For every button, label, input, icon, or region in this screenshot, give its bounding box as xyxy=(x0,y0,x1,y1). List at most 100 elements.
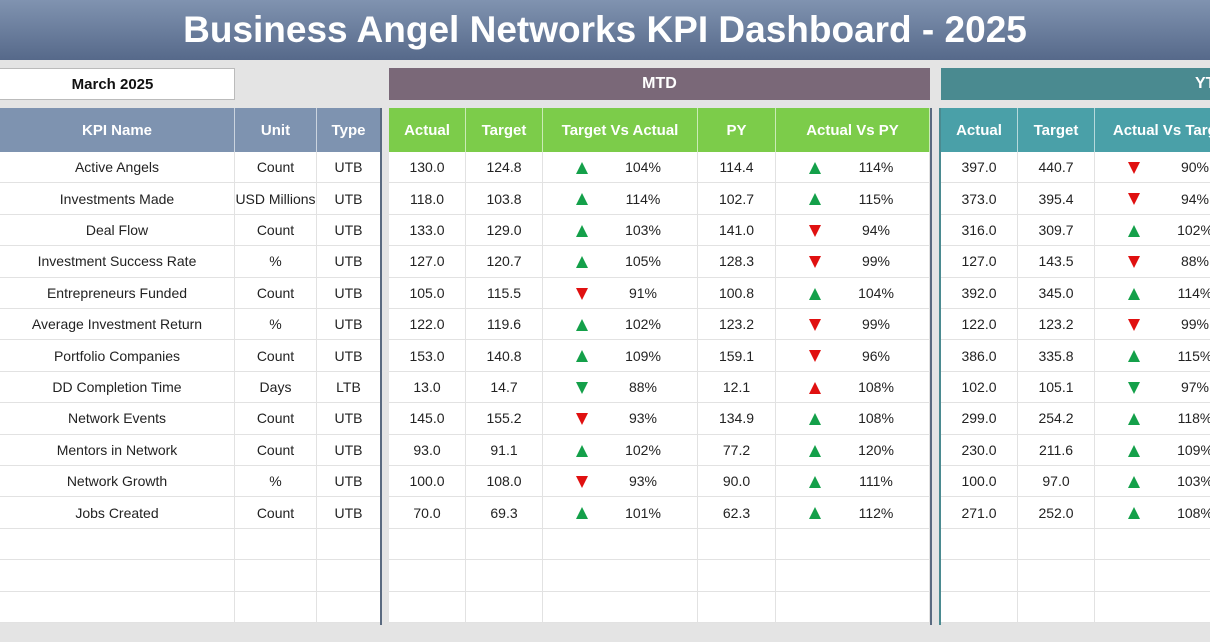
table-cell: UTB xyxy=(317,214,381,247)
empty-cell xyxy=(941,591,1018,623)
table-cell: 120.7 xyxy=(466,246,543,278)
percent-value: 109% xyxy=(1177,441,1210,458)
percent-value: 88% xyxy=(1180,253,1210,270)
table-cell: 386.0 xyxy=(941,340,1018,372)
table-cell: UTB xyxy=(317,246,381,278)
table-cell: UTB xyxy=(317,340,381,372)
table-cell: 254.2 xyxy=(1018,403,1095,435)
status-cell: 103% xyxy=(1095,466,1210,498)
arrow-shape xyxy=(809,444,821,457)
arrow-shape xyxy=(1128,193,1140,206)
percent-value: 104% xyxy=(858,284,894,301)
status-arrow xyxy=(809,476,821,488)
status-arrow xyxy=(576,162,588,174)
table-cell: 12.1 xyxy=(698,371,776,404)
arrow-shape xyxy=(576,381,588,394)
table-cell: 70.0 xyxy=(389,497,466,529)
empty-cell xyxy=(235,528,317,561)
empty-cell xyxy=(317,591,381,623)
arrow-shape xyxy=(1128,350,1140,363)
percent-value: 93% xyxy=(628,410,658,427)
table-cell: UTB xyxy=(317,497,381,529)
table-cell: 252.0 xyxy=(1018,497,1095,529)
percent-value: 109% xyxy=(625,347,661,364)
table-cell: Mentors in Network xyxy=(0,434,235,466)
arrow-shape xyxy=(576,162,588,174)
status-cell: 108% xyxy=(1095,497,1210,529)
table-cell: Deal Flow xyxy=(0,214,235,247)
arrow-shape xyxy=(809,350,821,363)
table-cell: 159.1 xyxy=(698,340,776,372)
period-selector[interactable]: March 2025 xyxy=(0,68,235,100)
status-arrow xyxy=(1128,162,1140,174)
section-border xyxy=(380,108,382,625)
arrow-shape xyxy=(1128,413,1140,426)
empty-cell xyxy=(0,591,235,623)
status-cell: 120% xyxy=(776,434,930,466)
empty-cell xyxy=(776,591,930,623)
arrow-shape xyxy=(576,350,588,363)
table-cell: 93.0 xyxy=(389,434,466,466)
empty-cell xyxy=(466,528,543,561)
section-border xyxy=(939,108,941,625)
status-arrow xyxy=(809,224,821,237)
table-cell: Entrepreneurs Funded xyxy=(0,277,235,309)
table-cell: 77.2 xyxy=(698,434,776,466)
ytd-header: YTD xyxy=(941,68,1210,100)
status-cell: 102% xyxy=(543,309,698,341)
empty-cell xyxy=(466,591,543,623)
status-arrow xyxy=(576,224,588,237)
table-cell: 141.0 xyxy=(698,214,776,247)
empty-cell xyxy=(698,528,776,561)
table-cell: UTB xyxy=(317,403,381,435)
arrow-shape xyxy=(576,413,588,426)
arrow-shape xyxy=(809,287,821,300)
status-cell: 105% xyxy=(543,246,698,278)
percent-value: 99% xyxy=(1180,316,1210,333)
table-cell: 397.0 xyxy=(941,152,1018,184)
status-cell: 114% xyxy=(543,183,698,215)
table-cell: 130.0 xyxy=(389,152,466,184)
status-cell: 91% xyxy=(543,277,698,309)
table-cell: 114.4 xyxy=(698,152,776,184)
table-cell: 103.8 xyxy=(466,183,543,215)
table-cell: UTB xyxy=(317,152,381,184)
table-cell: Investment Success Rate xyxy=(0,246,235,278)
table-cell: 115.5 xyxy=(466,277,543,309)
table-cell: Count xyxy=(235,214,317,247)
column-header: PY xyxy=(698,108,776,152)
empty-cell xyxy=(466,560,543,592)
table-cell: 395.4 xyxy=(1018,183,1095,215)
table-cell: Days xyxy=(235,371,317,404)
status-cell: 96% xyxy=(776,340,930,372)
status-arrow xyxy=(1128,224,1140,237)
column-header: KPI Name xyxy=(0,108,235,152)
status-arrow xyxy=(809,287,821,300)
table-cell: 335.8 xyxy=(1018,340,1095,372)
dashboard-title: Business Angel Networks KPI Dashboard - … xyxy=(0,0,1210,60)
table-cell: 90.0 xyxy=(698,466,776,498)
status-cell: 102% xyxy=(543,434,698,466)
percent-value: 103% xyxy=(1177,473,1210,490)
empty-cell xyxy=(1095,591,1210,623)
column-header: Actual Vs PY xyxy=(776,108,930,152)
table-cell: 129.0 xyxy=(466,214,543,247)
table-cell: 62.3 xyxy=(698,497,776,529)
status-arrow xyxy=(809,413,821,426)
status-arrow xyxy=(809,162,821,174)
arrow-shape xyxy=(809,193,821,206)
status-arrow xyxy=(576,507,588,520)
status-cell: 101% xyxy=(543,497,698,529)
empty-cell xyxy=(543,560,698,592)
percent-value: 104% xyxy=(625,159,661,176)
column-header: Type xyxy=(317,108,381,152)
table-cell: UTB xyxy=(317,277,381,309)
percent-value: 114% xyxy=(858,159,894,176)
status-arrow xyxy=(576,444,588,457)
table-cell: 102.0 xyxy=(941,371,1018,404)
table-cell: 153.0 xyxy=(389,340,466,372)
arrow-shape xyxy=(1128,162,1140,174)
table-cell: Average Investment Return xyxy=(0,309,235,341)
status-arrow xyxy=(1128,413,1140,426)
status-cell: 99% xyxy=(776,246,930,278)
